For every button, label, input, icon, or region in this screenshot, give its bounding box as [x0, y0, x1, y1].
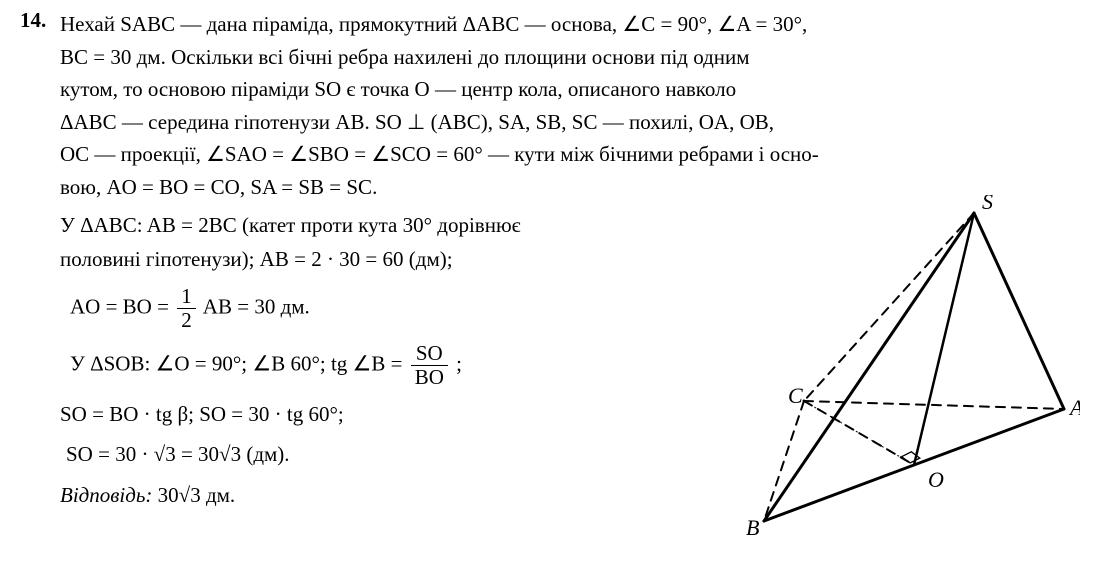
answer-line: Відповідь: 30√3 дм.	[60, 480, 700, 512]
text-line: ΔABC — середина гіпотенузи AB. SO ⊥ (ABC…	[60, 106, 1080, 139]
text-line: SO = 30 · √3 = 30√3 (дм).	[66, 439, 700, 471]
equation-line: AO = BO = 1 2 AB = 30 дм.	[70, 285, 700, 332]
fraction: 1 2	[177, 285, 196, 332]
fraction-numerator: SO	[411, 342, 448, 366]
fraction-denominator: 2	[177, 309, 196, 332]
eq-part: ;	[456, 352, 462, 376]
answer-value: 30√3 дм.	[158, 483, 236, 507]
svg-text:A: A	[1068, 395, 1080, 420]
solution-text: У ΔABC: AB = 2BC (катет проти кута 30° д…	[60, 208, 700, 512]
text-line: Нехай SABC — дана піраміда, прямокутний …	[60, 8, 1080, 41]
svg-text:O: O	[928, 467, 944, 492]
eq-part: AB = 30 дм.	[203, 294, 310, 318]
eq-part: У ΔSOB: ∠O = 90°; ∠B 60°; tg ∠B =	[70, 352, 408, 376]
eq-part: AO = BO =	[70, 294, 174, 318]
text-line: У ΔABC: AB = 2BC (катет проти кута 30° д…	[60, 210, 700, 242]
svg-text:S: S	[982, 195, 993, 214]
text-line: кутом, то основою піраміди SO є точка O …	[60, 73, 1080, 106]
text-line: BC = 30 дм. Оскільки всі бічні ребра нах…	[60, 41, 1080, 74]
text-line: OC — проекції, ∠SAO = ∠SBO = ∠SCO = 60° …	[60, 138, 1080, 171]
fraction: SO BO	[411, 342, 448, 389]
page: 14. Нехай SABC — дана піраміда, прямокут…	[0, 0, 1100, 563]
fraction-numerator: 1	[177, 285, 196, 309]
text-line: половині гіпотенузи); AB = 2 · 30 = 60 (…	[60, 244, 700, 276]
svg-text:C: C	[788, 383, 803, 408]
text-line: SO = BO · tg β; SO = 30 · tg 60°;	[60, 399, 700, 431]
answer-label: Відповідь:	[60, 483, 152, 507]
problem-number: 14.	[20, 8, 46, 33]
problem-intro-text: Нехай SABC — дана піраміда, прямокутний …	[60, 8, 1080, 203]
equation-line: У ΔSOB: ∠O = 90°; ∠B 60°; tg ∠B = SO BO …	[70, 342, 700, 389]
fraction-denominator: BO	[411, 366, 448, 389]
pyramid-diagram: S A B C O	[710, 195, 1080, 545]
svg-text:B: B	[746, 515, 759, 540]
